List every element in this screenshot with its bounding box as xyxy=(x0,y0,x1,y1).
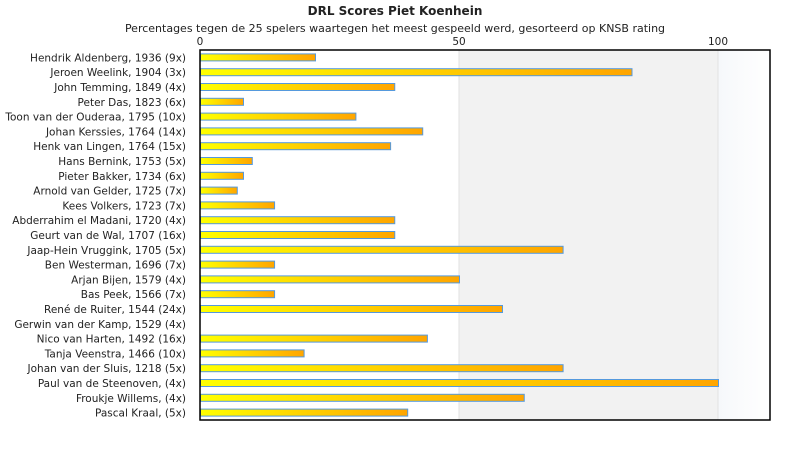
bar xyxy=(200,201,276,210)
category-label: John Temming, 1849 (4x) xyxy=(53,82,186,94)
category-label: Geurt van de Wal, 1707 (16x) xyxy=(30,230,186,242)
bar xyxy=(200,127,424,136)
bar xyxy=(200,290,276,299)
category-label: Kees Volkers, 1723 (7x) xyxy=(62,200,186,212)
bar xyxy=(200,379,719,387)
category-label: Gerwin van der Kamp, 1529 (4x) xyxy=(14,319,186,331)
bar xyxy=(200,231,396,239)
chart-title: DRL Scores Piet Koenhein xyxy=(307,4,483,18)
bar xyxy=(200,408,409,417)
chart-subtitle: Percentages tegen de 25 spelers waartege… xyxy=(124,22,666,35)
category-label: Tanja Veenstra, 1466 (10x) xyxy=(44,348,186,360)
bar xyxy=(200,275,460,284)
category-label: Paul van de Steenoven, (4x) xyxy=(38,378,186,390)
bar xyxy=(200,112,357,121)
bar xyxy=(200,171,244,180)
category-label: Ben Westerman, 1696 (7x) xyxy=(45,260,186,272)
x-tick-label: 0 xyxy=(197,36,204,48)
bar xyxy=(200,68,633,77)
category-label: Bas Peek, 1566 (7x) xyxy=(81,289,186,301)
bar xyxy=(200,334,428,343)
category-label: Hans Bernink, 1753 (5x) xyxy=(58,156,186,168)
category-label: Abderrahim el Madani, 1720 (4x) xyxy=(12,215,186,227)
bar xyxy=(200,97,244,106)
bar xyxy=(200,364,564,373)
bar xyxy=(200,142,392,151)
category-label: Henk van Lingen, 1764 (15x) xyxy=(33,141,186,153)
bar xyxy=(200,245,564,254)
category-label: René de Ruiter, 1544 (24x) xyxy=(44,304,186,316)
category-label: Froukje Willems, (4x) xyxy=(76,393,186,405)
bar xyxy=(200,157,253,165)
category-label: Peter Das, 1823 (6x) xyxy=(78,97,186,109)
bar xyxy=(200,349,305,358)
band-50-100 xyxy=(459,50,718,420)
bar xyxy=(200,260,276,269)
category-label: Johan Kerssies, 1764 (14x) xyxy=(45,126,186,138)
category-label: Jeroen Weelink, 1904 (3x) xyxy=(49,67,186,79)
plot-frame xyxy=(199,49,771,421)
category-label: Jaap-Hein Vruggink, 1705 (5x) xyxy=(26,245,186,257)
bar xyxy=(200,216,396,225)
bar xyxy=(200,186,238,195)
category-label: Arnold van Gelder, 1725 (7x) xyxy=(33,186,186,198)
category-label: Hendrik Aldenberg, 1936 (9x) xyxy=(30,52,186,64)
category-label: Nico van Harten, 1492 (16x) xyxy=(37,334,186,346)
category-label: Toon van der Ouderaa, 1795 (10x) xyxy=(4,112,186,124)
category-label: Pieter Bakker, 1734 (6x) xyxy=(58,171,186,183)
x-tick-label: 100 xyxy=(708,36,728,48)
x-tick-label: 50 xyxy=(452,36,465,48)
band-100-plus xyxy=(718,50,770,420)
category-label: Pascal Kraal, (5x) xyxy=(95,408,186,420)
bar xyxy=(200,53,316,62)
bar xyxy=(200,305,503,313)
category-label: Johan van der Sluis, 1218 (5x) xyxy=(27,363,186,375)
category-label: Arjan Bijen, 1579 (4x) xyxy=(71,274,186,286)
bar xyxy=(200,393,525,402)
bar xyxy=(200,83,396,91)
